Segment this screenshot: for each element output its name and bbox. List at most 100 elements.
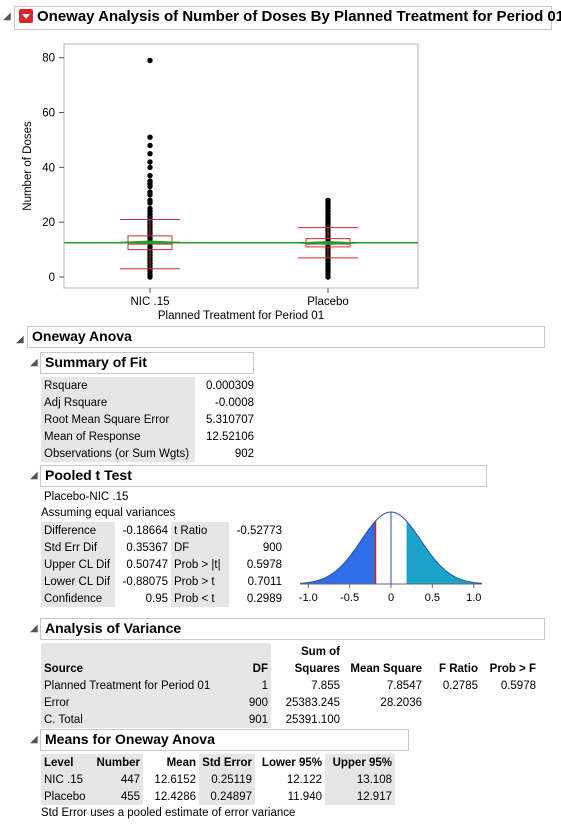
col-header-upper-95: Upper 95% xyxy=(325,754,395,771)
t-test-stat-label: Prob < t xyxy=(171,590,229,607)
summary-value: 0.000309 xyxy=(206,379,254,392)
disclosure-triangle-icon[interactable]: ◢ xyxy=(30,357,38,368)
t-test-stat-value: 0.7011 xyxy=(247,575,282,588)
means-level: Placebo xyxy=(41,788,91,805)
data-point xyxy=(147,134,153,140)
x-tick-label: 0.5 xyxy=(425,592,440,604)
anova-f xyxy=(425,694,481,711)
left-tail-area xyxy=(300,521,376,584)
disclosure-triangle-icon[interactable]: ◢ xyxy=(30,623,38,634)
anova-p: 0.5978 xyxy=(500,679,536,692)
anova-ss: 25383.245 xyxy=(285,696,340,709)
anova-ss: 7.855 xyxy=(311,679,340,692)
data-point xyxy=(147,183,153,190)
report-title-header[interactable]: Oneway Analysis of Number of Doses By Pl… xyxy=(14,6,561,30)
anova-row: Error 900 25383.245 28.2036 xyxy=(41,694,539,711)
data-point xyxy=(147,57,153,64)
means-header[interactable]: Means for Oneway Anova xyxy=(40,729,409,751)
data-point xyxy=(147,159,153,165)
x-tick-label: -1.0 xyxy=(299,592,318,604)
summary-label: Mean of Response xyxy=(41,428,195,445)
section-title: Oneway Anova xyxy=(32,328,132,344)
footnote: Std Error uses a pooled estimate of erro… xyxy=(41,807,296,819)
means-std-error: 0.25119 xyxy=(199,771,255,788)
plot-frame xyxy=(63,43,419,289)
oneway-anova-header[interactable]: Oneway Anova xyxy=(27,326,545,348)
data-point xyxy=(325,274,331,280)
col-header-mean-square: Mean Square xyxy=(350,662,422,675)
t-test-row: Confidence 0.95 Prob < t 0.2989 xyxy=(41,590,285,607)
col-header-prob-f: Prob > F xyxy=(489,662,536,675)
section-title: Summary of Fit xyxy=(45,354,147,370)
anova-source: Error xyxy=(41,694,219,711)
t-test-value: -0.18664 xyxy=(122,524,168,537)
means-upper-95: 13.108 xyxy=(325,771,395,788)
anova-f xyxy=(425,711,481,728)
t-test-value: 0.50747 xyxy=(126,558,168,571)
summary-label: Observations (or Sum Wgts) xyxy=(41,445,195,462)
t-test-stat-value: 0.5978 xyxy=(246,558,282,571)
summary-of-fit-header[interactable]: Summary of Fit xyxy=(40,352,254,374)
disclosure-triangle-icon[interactable]: ◢ xyxy=(30,734,38,745)
means-mean: 12.4286 xyxy=(154,790,196,803)
anova-df: 1 xyxy=(219,677,271,694)
col-header-df: DF xyxy=(219,660,271,677)
t-test-label: Difference xyxy=(41,522,115,539)
t-test-row: Lower CL Dif -0.88075 Prob > t 0.7011 xyxy=(41,573,285,590)
anova-table: Sum of Source DF Squares Mean Square F R… xyxy=(41,643,539,728)
y-tick-label: 60 xyxy=(42,108,55,120)
col-header-sum-of: Sum of xyxy=(301,645,340,658)
data-point xyxy=(147,142,153,149)
anova-f: 0.2785 xyxy=(442,679,478,692)
summary-row: Observations (or Sum Wgts) 902 xyxy=(41,445,257,462)
data-point xyxy=(147,150,153,157)
col-header-level: Level xyxy=(41,754,91,771)
means-level: NIC .15 xyxy=(41,771,91,788)
y-tick-label: 0 xyxy=(49,272,55,284)
red-triangle-menu-icon[interactable] xyxy=(19,9,33,24)
y-axis-label: Number of Doses xyxy=(22,121,34,211)
anova-p xyxy=(481,711,539,728)
t-test-stat-label: Prob > |t| xyxy=(171,556,229,573)
means-number: 447 xyxy=(91,771,143,788)
t-test-value: 0.35367 xyxy=(126,541,168,554)
anova-source: Planned Treatment for Period 01 xyxy=(41,677,219,694)
x-axis-label: Planned Treatment for Period 01 xyxy=(158,310,324,322)
means-table: Level Number Mean Std Error Lower 95% Up… xyxy=(41,754,395,805)
col-header-number: Number xyxy=(91,754,143,771)
summary-row: Mean of Response 12.52106 xyxy=(41,428,257,445)
disclosure-triangle-icon[interactable]: ◢ xyxy=(3,11,11,22)
col-header-source: Source xyxy=(41,660,219,677)
disclosure-triangle-icon[interactable]: ◢ xyxy=(16,334,24,345)
assumption-label: Assuming equal variances xyxy=(41,507,176,519)
summary-row: Rsquare 0.000309 xyxy=(41,377,257,394)
means-mean: 12.6152 xyxy=(154,773,196,786)
data-point xyxy=(147,192,153,198)
col-header-f-ratio: F Ratio xyxy=(439,662,478,675)
analysis-of-variance-header[interactable]: Analysis of Variance xyxy=(40,618,545,640)
x-tick-label: -0.5 xyxy=(340,592,359,604)
t-distribution-chart: -1.0 -0.5 0 0.5 1.0 xyxy=(299,511,483,604)
data-point xyxy=(147,164,153,171)
data-point xyxy=(147,200,153,206)
summary-label: Root Mean Square Error xyxy=(41,411,195,428)
comparison-label: Placebo-NIC .15 xyxy=(44,491,129,503)
summary-value: 5.310707 xyxy=(206,413,254,426)
pooled-t-test-header[interactable]: Pooled t Test xyxy=(40,465,487,487)
means-row: Placebo 455 12.4286 0.24897 11.940 12.917 xyxy=(41,788,395,805)
section-title: Analysis of Variance xyxy=(45,620,182,636)
col-header-lower-95: Lower 95% xyxy=(261,756,322,769)
t-test-label: Upper CL Dif xyxy=(41,556,115,573)
right-tail-area xyxy=(406,521,482,584)
anova-p xyxy=(481,694,539,711)
anova-ms xyxy=(343,711,425,728)
t-test-label: Lower CL Dif xyxy=(41,573,115,590)
disclosure-triangle-icon[interactable]: ◢ xyxy=(30,470,38,481)
means-lower-95: 11.940 xyxy=(287,790,322,803)
means-lower-95: 12.122 xyxy=(286,773,322,786)
t-test-stat-label: DF xyxy=(171,539,229,556)
section-title: Means for Oneway Anova xyxy=(45,731,215,747)
t-test-stat-value: 0.2989 xyxy=(246,592,282,605)
col-header-mean: Mean xyxy=(166,756,196,769)
x-tick-label: 1.0 xyxy=(466,592,481,604)
